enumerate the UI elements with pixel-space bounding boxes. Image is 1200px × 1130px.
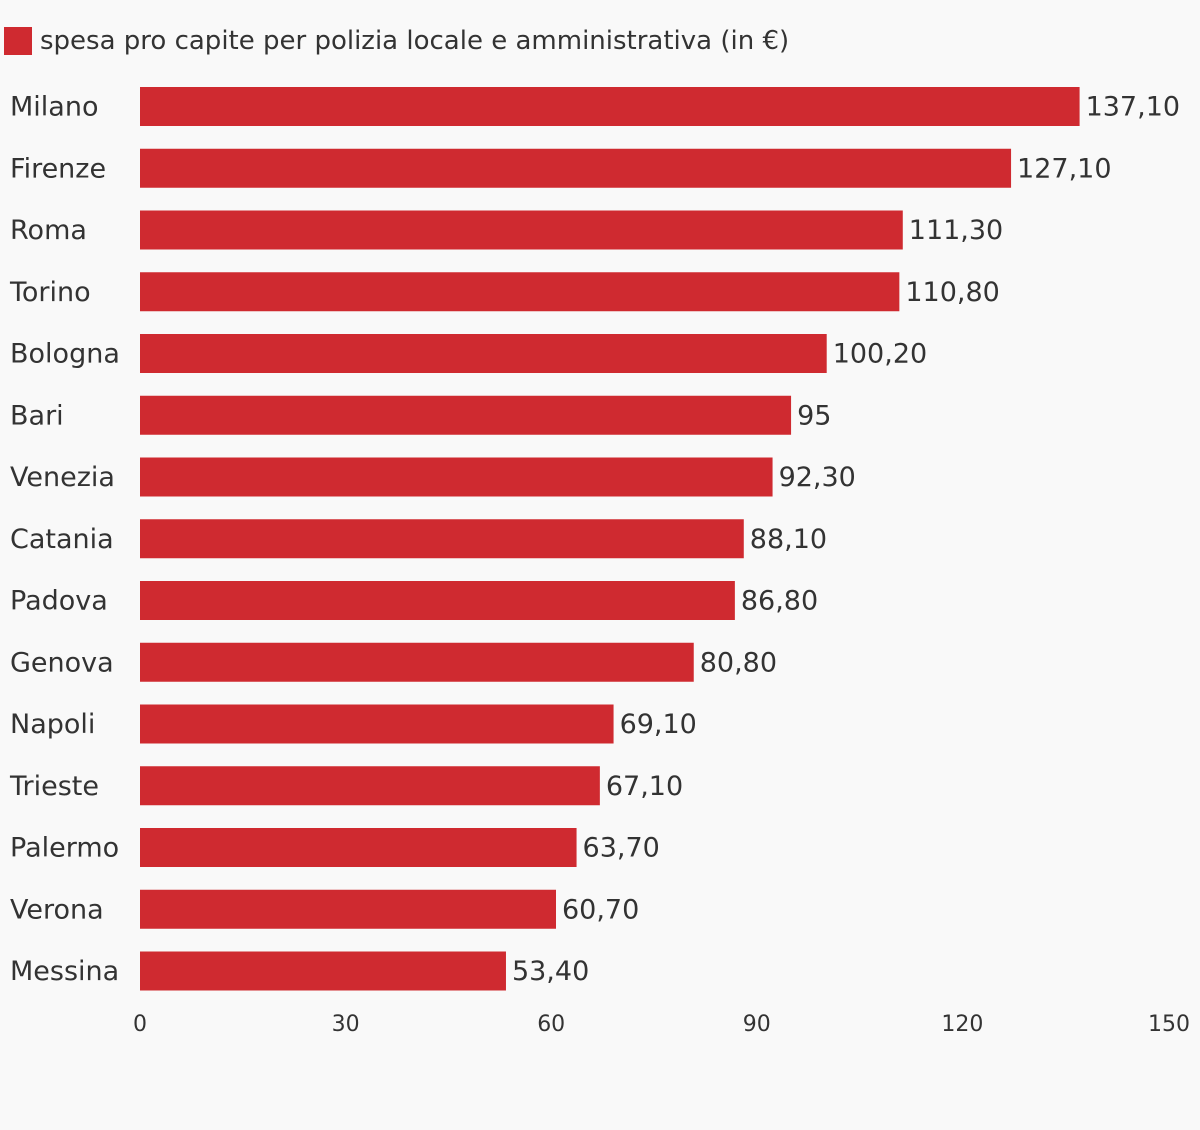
value-label: 100,20 — [833, 339, 927, 370]
category-label: Padova — [10, 586, 108, 617]
bar — [140, 210, 903, 250]
category-label: Genova — [10, 647, 114, 678]
value-label: 69,10 — [620, 709, 697, 740]
x-tick-label: 30 — [332, 1012, 360, 1037]
legend: spesa pro capite per polizia locale e am… — [4, 24, 789, 58]
category-label: Verona — [10, 894, 104, 925]
bar — [140, 457, 773, 497]
value-label: 137,10 — [1086, 92, 1180, 123]
value-label: 53,40 — [512, 956, 589, 987]
category-label: Venezia — [10, 462, 115, 493]
category-label: Catania — [10, 524, 114, 555]
category-label: Palermo — [10, 833, 119, 864]
category-label: Roma — [10, 215, 87, 246]
x-tick-label: 150 — [1148, 1012, 1190, 1037]
value-label: 63,70 — [583, 833, 660, 864]
bar — [140, 148, 1012, 188]
x-tick-label: 90 — [743, 1012, 771, 1037]
value-label: 60,70 — [562, 894, 639, 925]
bar — [140, 581, 735, 620]
legend-label: spesa pro capite per polizia locale e am… — [40, 26, 790, 56]
category-label: Messina — [10, 956, 119, 987]
value-label: 88,10 — [750, 524, 827, 555]
x-tick-label: 120 — [941, 1012, 983, 1037]
value-label: 80,80 — [700, 647, 777, 678]
x-tick-label: 60 — [537, 1012, 565, 1037]
bar — [140, 828, 577, 867]
value-label: 111,30 — [909, 215, 1003, 246]
bar — [140, 766, 600, 806]
value-label: 127,10 — [1017, 153, 1111, 184]
category-label: Torino — [9, 277, 91, 308]
category-label: Bari — [10, 400, 64, 431]
value-label: 67,10 — [606, 771, 683, 802]
x-tick-label: 0 — [133, 1012, 147, 1037]
legend-swatch — [4, 27, 32, 55]
bar — [140, 889, 556, 929]
bar — [140, 642, 694, 682]
bar — [140, 395, 792, 435]
category-label: Bologna — [10, 339, 120, 370]
bar — [140, 334, 827, 373]
value-label: 95 — [797, 400, 831, 431]
bar — [140, 704, 614, 744]
category-label: Milano — [10, 92, 98, 123]
category-label: Firenze — [10, 153, 106, 184]
bar — [140, 519, 744, 559]
value-label: 110,80 — [905, 277, 999, 308]
bar — [140, 951, 506, 991]
bar — [140, 87, 1080, 126]
value-label: 86,80 — [741, 586, 818, 617]
category-label: Napoli — [10, 709, 95, 740]
category-label: Trieste — [9, 771, 99, 802]
bar — [140, 272, 900, 312]
value-label: 92,30 — [779, 462, 856, 493]
